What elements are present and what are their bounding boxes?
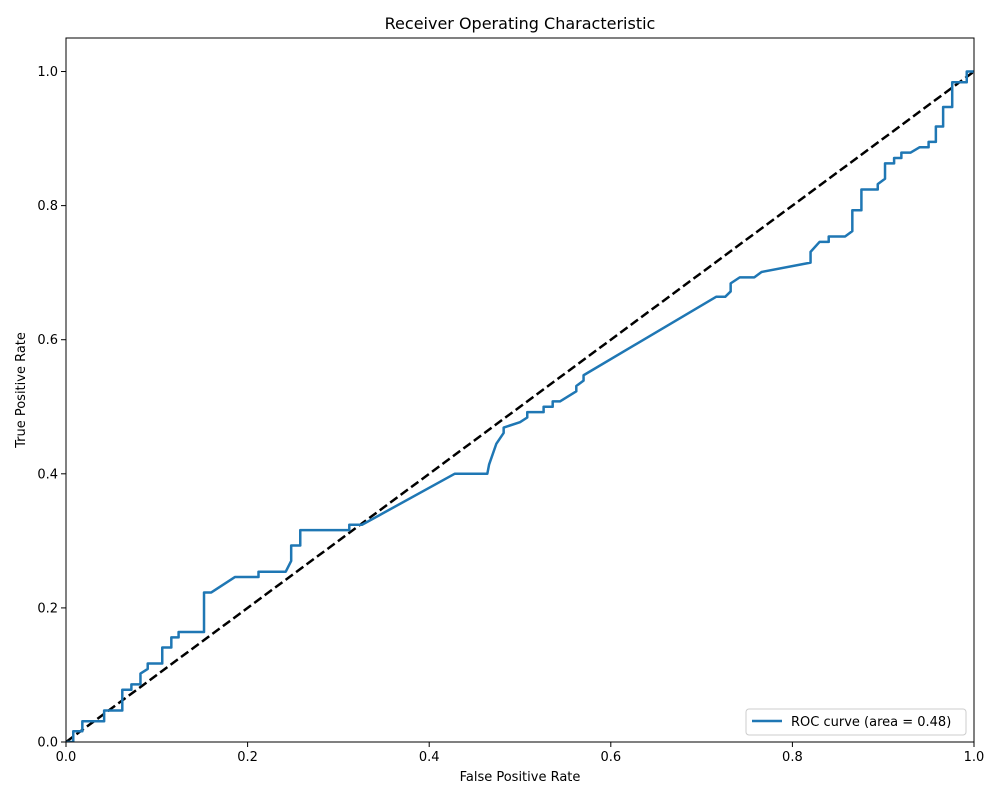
chance-diagonal-line <box>66 70 974 742</box>
legend-label-roc: ROC curve (area = 0.48) <box>791 715 951 730</box>
x-tick-label: 0.6 <box>600 750 621 765</box>
y-tick-label: 0.8 <box>37 199 58 214</box>
x-tick-label: 0.4 <box>419 750 440 765</box>
series-layer <box>66 70 974 742</box>
x-axis-ticks: 0.0 0.2 0.4 0.6 0.8 1.0 <box>56 742 985 765</box>
x-tick-label: 1.0 <box>964 750 985 765</box>
y-tick-label: 0.4 <box>37 467 58 482</box>
x-axis-label: False Positive Rate <box>460 770 581 785</box>
y-axis-label: True Positive Rate <box>14 332 29 449</box>
legend-box <box>745 708 967 736</box>
roc-curve-line <box>66 70 974 742</box>
chart-title: Receiver Operating Characteristic <box>385 14 656 33</box>
plot-area <box>66 38 974 742</box>
y-tick-label: 0.2 <box>37 601 58 616</box>
y-tick-label: 0.0 <box>37 736 58 751</box>
x-tick-label: 0.2 <box>237 750 258 765</box>
legend: ROC curve (area = 0.48) <box>745 708 967 736</box>
plot-frame <box>65 37 975 743</box>
x-tick-label: 0.0 <box>56 750 77 765</box>
y-tick-label: 0.6 <box>37 333 58 348</box>
x-tick-label: 0.8 <box>782 750 803 765</box>
y-tick-label: 1.0 <box>37 65 58 80</box>
y-axis-ticks: 0.0 0.2 0.4 0.6 0.8 1.0 <box>37 65 66 751</box>
